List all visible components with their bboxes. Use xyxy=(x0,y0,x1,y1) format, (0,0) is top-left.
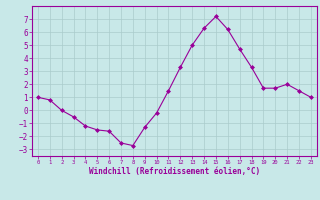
X-axis label: Windchill (Refroidissement éolien,°C): Windchill (Refroidissement éolien,°C) xyxy=(89,167,260,176)
